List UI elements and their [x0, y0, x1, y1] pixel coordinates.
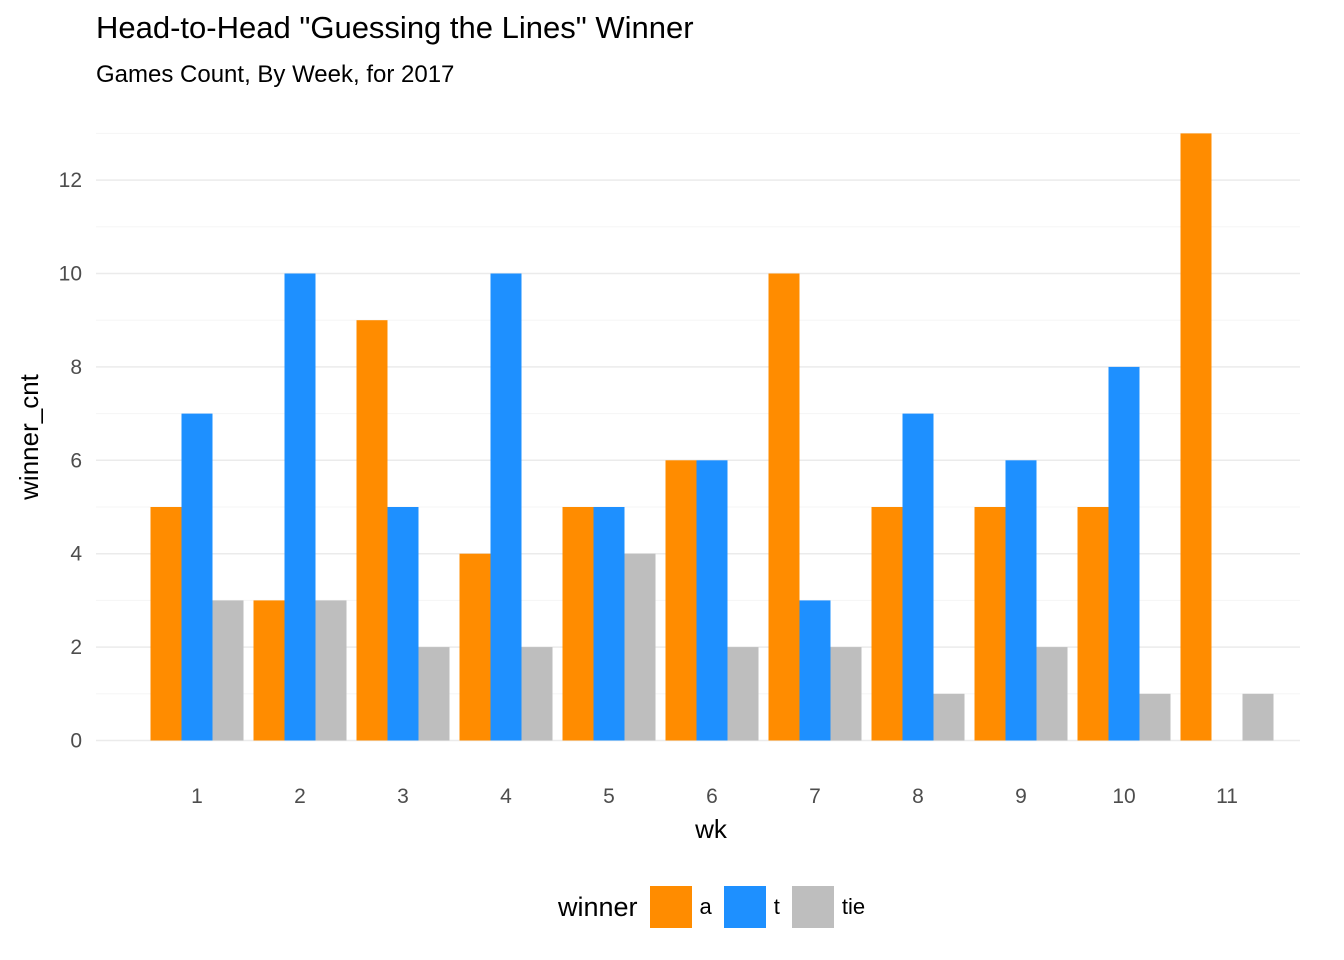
- bar-wk7-tie: [830, 647, 862, 741]
- y-tick-label: 6: [70, 449, 82, 472]
- bar-wk9-a: [974, 507, 1006, 741]
- y-tick-label: 8: [70, 356, 82, 379]
- legend-key-a: [649, 886, 692, 928]
- legend-item-t: t: [723, 886, 792, 928]
- bar-wk6-a: [665, 460, 697, 741]
- bar-wk1-t: [181, 413, 213, 741]
- bar-wk1-tie: [212, 600, 244, 741]
- bar-wk9-tie: [1036, 647, 1068, 741]
- bar-wk11-a: [1180, 133, 1212, 741]
- bar-wk3-t: [387, 507, 419, 741]
- y-axis-title: winner_cnt: [14, 373, 44, 501]
- bar-wk8-a: [871, 507, 903, 741]
- x-tick-label: 3: [397, 785, 409, 808]
- bar-wk10-tie: [1139, 693, 1171, 741]
- bar-wk8-t: [902, 413, 934, 741]
- legend-label: a: [699, 894, 712, 919]
- bar-wk4-t: [490, 273, 522, 741]
- x-axis-title: wk: [694, 814, 728, 844]
- bar-wk3-a: [356, 320, 388, 741]
- bar-wk5-t: [593, 507, 625, 741]
- legend-label: t: [773, 894, 780, 919]
- y-tick-label: 4: [70, 543, 82, 566]
- legend: winner a t tie: [558, 886, 877, 928]
- legend-label: tie: [841, 894, 866, 919]
- bar-wk6-tie: [727, 647, 759, 741]
- x-tick-label: 1: [191, 785, 203, 808]
- x-tick-label: 6: [706, 785, 718, 808]
- chart-title: Head-to-Head "Guessing the Lines" Winner: [96, 10, 694, 45]
- y-axis-ticks: 0 2 4 6 8 10 12: [59, 169, 83, 752]
- y-tick-label: 2: [70, 636, 82, 659]
- bar-wk8-tie: [933, 693, 965, 741]
- x-tick-label: 4: [500, 785, 512, 808]
- x-tick-label: 7: [809, 785, 821, 808]
- bar-wk1-a: [150, 507, 182, 741]
- bar-wk6-t: [696, 460, 728, 741]
- bar-wk2-tie: [315, 600, 347, 741]
- bar-wk2-a: [253, 600, 285, 741]
- legend-items: a t tie: [649, 886, 878, 928]
- bar-wk4-tie: [521, 647, 553, 741]
- legend-key-t: [723, 886, 766, 928]
- x-tick-label: 8: [912, 785, 924, 808]
- bar-wk11-tie: [1242, 693, 1274, 741]
- legend-item-a: a: [649, 886, 724, 928]
- x-tick-label: 9: [1015, 785, 1027, 808]
- bar-wk10-a: [1077, 507, 1109, 741]
- legend-item-tie: tie: [791, 886, 877, 928]
- bar-wk3-tie: [418, 647, 450, 741]
- bar-wk7-a: [768, 273, 800, 741]
- bars: [150, 133, 1274, 741]
- bar-wk4-a: [459, 553, 491, 741]
- bar-wk10-t: [1108, 366, 1140, 741]
- y-tick-label: 12: [59, 169, 82, 192]
- y-tick-label: 10: [59, 263, 82, 286]
- x-tick-label: 11: [1216, 785, 1238, 808]
- bar-wk9-t: [1005, 460, 1037, 741]
- bar-wk2-t: [284, 273, 316, 741]
- x-tick-label: 5: [603, 785, 615, 808]
- bar-wk7-t: [799, 600, 831, 741]
- y-tick-label: 0: [70, 730, 82, 753]
- x-axis-ticks: 1 2 3 4 5 6 7 8 9 10 11: [191, 785, 1238, 808]
- x-tick-label: 10: [1112, 785, 1135, 808]
- legend-key-tie: [791, 886, 834, 928]
- bar-wk5-a: [562, 507, 594, 741]
- x-tick-label: 2: [294, 785, 306, 808]
- bar-wk5-tie: [624, 553, 656, 741]
- legend-title: winner: [558, 891, 638, 922]
- chart-subtitle: Games Count, By Week, for 2017: [96, 61, 455, 88]
